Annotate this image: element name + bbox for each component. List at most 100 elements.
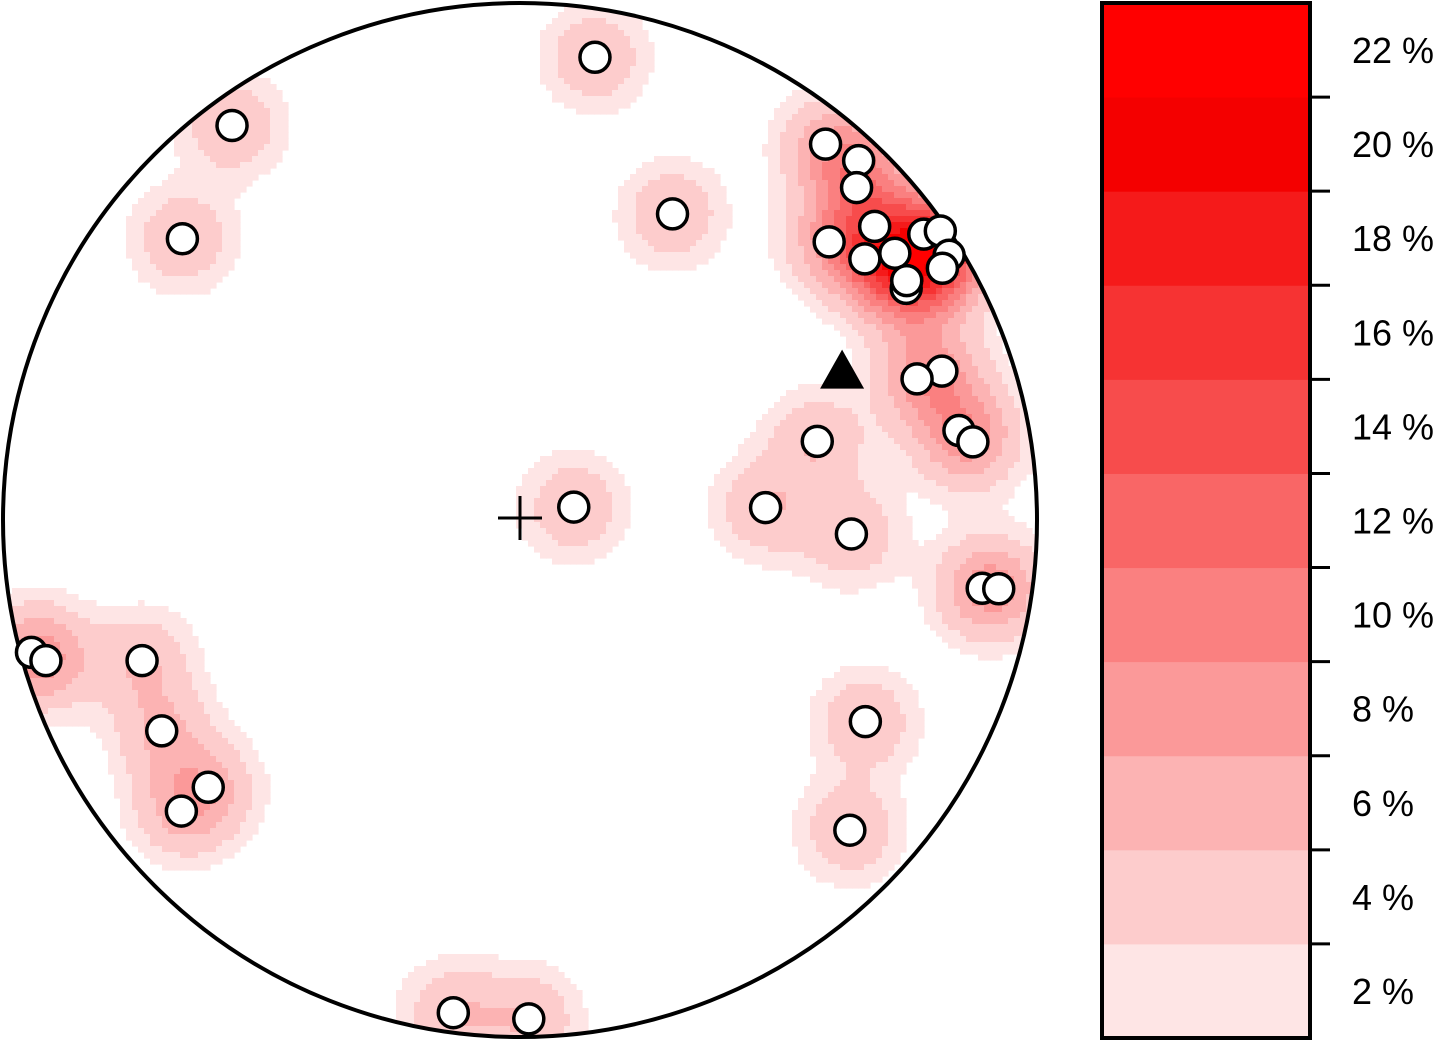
density-cell [192, 648, 199, 655]
density-cell [1014, 624, 1021, 631]
density-cell [858, 684, 865, 691]
density-cell [774, 414, 781, 421]
density-cell [996, 510, 1003, 517]
density-cell [540, 492, 547, 499]
density-cell [138, 198, 145, 205]
density-cell [48, 588, 55, 595]
density-cell [948, 330, 955, 337]
density-cell [180, 156, 187, 163]
density-cell [810, 114, 817, 121]
density-cell [876, 312, 883, 319]
density-cell [942, 294, 949, 301]
density-cell [624, 210, 631, 217]
density-cell [816, 198, 823, 205]
density-cell [948, 576, 955, 583]
density-cell [222, 162, 229, 169]
density-cell [804, 126, 811, 133]
density-cell [726, 474, 733, 481]
density-cell [936, 312, 943, 319]
density-cell [834, 486, 841, 493]
density-cell [906, 462, 913, 469]
density-cell [612, 540, 619, 547]
density-cell [996, 462, 1003, 469]
density-cell [102, 606, 109, 613]
density-cell [876, 498, 883, 505]
density-cell [648, 246, 655, 253]
density-cell [786, 396, 793, 403]
density-cell [582, 480, 589, 487]
density-cell [204, 210, 211, 217]
density-cell [594, 96, 601, 103]
density-cell [66, 684, 73, 691]
density-cell [930, 396, 937, 403]
density-cell [30, 600, 37, 607]
density-cell [210, 156, 217, 163]
density-cell [576, 546, 583, 553]
density-cell [36, 630, 43, 637]
density-cell [72, 666, 79, 673]
density-cell [42, 594, 49, 601]
density-cell [192, 264, 199, 271]
density-cell [996, 606, 1003, 613]
density-cell [648, 240, 655, 247]
density-cell [144, 222, 151, 229]
density-cell [948, 510, 955, 517]
density-cell [132, 636, 139, 643]
density-cell [882, 192, 889, 199]
density-cell [990, 504, 997, 511]
density-cell [912, 258, 919, 265]
density-cell [960, 318, 967, 325]
density-cell [816, 102, 823, 109]
density-cell [936, 534, 943, 541]
density-cell [900, 420, 907, 427]
density-cell [234, 144, 241, 151]
density-cell [108, 654, 115, 661]
density-cell [762, 552, 769, 559]
density-cell [210, 204, 217, 211]
density-cell [240, 156, 247, 163]
density-cell [156, 630, 163, 637]
density-cell [972, 636, 979, 643]
density-cell [96, 684, 103, 691]
density-cell [156, 264, 163, 271]
density-cell [846, 234, 853, 241]
density-cell [936, 618, 943, 625]
density-cell [978, 474, 985, 481]
density-cell [798, 276, 805, 283]
density-cell [936, 318, 943, 325]
density-cell [12, 588, 19, 595]
density-cell [996, 450, 1003, 457]
density-cell [876, 456, 883, 463]
density-cell [798, 126, 805, 133]
density-cell [642, 228, 649, 235]
density-cell [570, 18, 577, 25]
density-cell [612, 210, 619, 217]
density-cell [942, 624, 949, 631]
density-cell [888, 336, 895, 343]
density-cell [852, 222, 859, 229]
density-cell [612, 42, 619, 49]
density-cell [1026, 528, 1033, 535]
density-cell [60, 594, 67, 601]
density-cell [252, 120, 259, 127]
density-cell [60, 672, 67, 679]
density-cell [870, 312, 877, 319]
density-cell [216, 222, 223, 229]
density-cell [834, 174, 841, 181]
density-cell [588, 24, 595, 31]
density-cell [888, 360, 895, 367]
density-cell [990, 618, 997, 625]
density-cell [780, 132, 787, 139]
density-cell [852, 216, 859, 223]
density-cell [630, 90, 637, 97]
density-cell [966, 378, 973, 385]
density-cell [762, 150, 769, 157]
density-cell [882, 666, 889, 673]
density-cell [762, 534, 769, 541]
density-cell [624, 72, 631, 79]
density-cell [930, 348, 937, 355]
density-cell [792, 558, 799, 565]
density-cell [834, 300, 841, 307]
density-cell [948, 540, 955, 547]
density-cell [996, 354, 1003, 361]
